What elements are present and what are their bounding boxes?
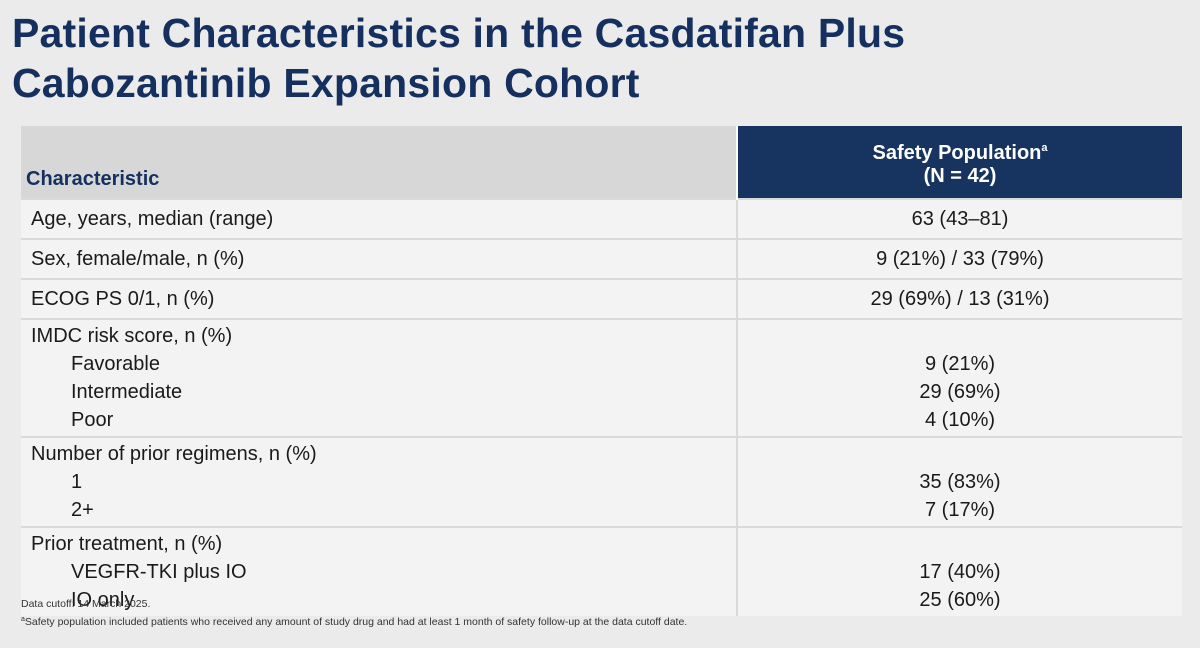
safety-population-footnote-marker: a <box>1041 141 1048 154</box>
safety-population-footnote: aSafety population included patients who… <box>21 612 687 630</box>
table-row-imdc-risk: IMDC risk score, n (%) Favorable Interme… <box>21 318 1182 437</box>
group-item-value: 9 (21%) <box>924 353 996 375</box>
group-item-label: VEGFR-TKI plus IO <box>71 561 247 583</box>
table-row-prior-treatment: Prior treatment, n (%) VEGFR-TKI plus IO… <box>21 526 1182 616</box>
row-value: 29 (69%) / 13 (31%) <box>736 278 1182 319</box>
footnote-marker: a <box>21 616 25 623</box>
column-header-characteristic: Characteristic <box>21 126 737 199</box>
data-cutoff-note: Data cutoff: 14 March 2025. <box>21 598 151 610</box>
characteristics-table: Characteristic Safety Populationa (N = 4… <box>21 126 1182 616</box>
group-item-value: 4 (10%) <box>924 409 996 431</box>
group-heading: IMDC risk score, n (%) <box>31 325 233 347</box>
table-header-row: Characteristic Safety Populationa (N = 4… <box>21 126 1182 199</box>
group-item-label: 2+ <box>71 499 94 521</box>
table-row-prior-regimens: Number of prior regimens, n (%) 1 2+ 35 … <box>21 436 1182 527</box>
group-item-label: Favorable <box>71 353 160 375</box>
group-labels: Number of prior regimens, n (%) 1 2+ <box>21 436 737 527</box>
group-item-value: 7 (17%) <box>924 499 996 521</box>
row-value: 9 (21%) / 33 (79%) <box>736 238 1182 279</box>
footnotes: Data cutoff: 14 March 2025. aSafety popu… <box>21 597 687 630</box>
group-heading: Prior treatment, n (%) <box>31 533 223 555</box>
group-values: 17 (40%) 25 (60%) <box>736 526 1182 616</box>
group-item-value: 29 (69%) <box>919 381 1001 403</box>
row-label: Sex, female/male, n (%) <box>21 238 737 279</box>
group-values: 9 (21%) 29 (69%) 4 (10%) <box>736 318 1182 437</box>
footnote-text: Safety population included patients who … <box>24 616 688 628</box>
group-item-value: 25 (60%) <box>919 589 1001 611</box>
group-values: 35 (83%) 7 (17%) <box>736 436 1182 527</box>
group-heading-spacer <box>738 322 1182 350</box>
row-value: 63 (43–81) <box>736 198 1182 239</box>
group-labels: IMDC risk score, n (%) Favorable Interme… <box>21 318 737 437</box>
table-row-age: Age, years, median (range) 63 (43–81) <box>21 198 1182 239</box>
title-line-2: Cabozantinib Expansion Cohort <box>12 60 640 106</box>
group-heading: Number of prior regimens, n (%) <box>31 443 317 465</box>
group-item-value: 17 (40%) <box>919 561 1001 583</box>
table-row-ecog: ECOG PS 0/1, n (%) 29 (69%) / 13 (31%) <box>21 278 1182 319</box>
group-labels: Prior treatment, n (%) VEGFR-TKI plus IO… <box>21 526 737 616</box>
safety-population-n: (N = 42) <box>923 164 997 187</box>
group-item-value: 35 (83%) <box>919 471 1001 493</box>
group-heading-spacer <box>738 440 1182 468</box>
title-line-1: Patient Characteristics in the Casdatifa… <box>12 10 906 56</box>
table-row-sex: Sex, female/male, n (%) 9 (21%) / 33 (79… <box>21 238 1182 279</box>
safety-population-label: Safety Population <box>872 141 1042 164</box>
group-heading-spacer <box>738 530 1182 558</box>
group-item-label: Poor <box>71 409 114 431</box>
page-title: Patient Characteristics in the Casdatifa… <box>12 8 905 108</box>
group-item-label: IO only <box>71 589 135 611</box>
row-label: ECOG PS 0/1, n (%) <box>21 278 737 319</box>
group-item-label: 1 <box>71 471 83 493</box>
group-item-label: Intermediate <box>71 381 183 403</box>
column-header-safety-population: Safety Populationa (N = 42) <box>736 126 1182 199</box>
row-label: Age, years, median (range) <box>21 198 737 239</box>
